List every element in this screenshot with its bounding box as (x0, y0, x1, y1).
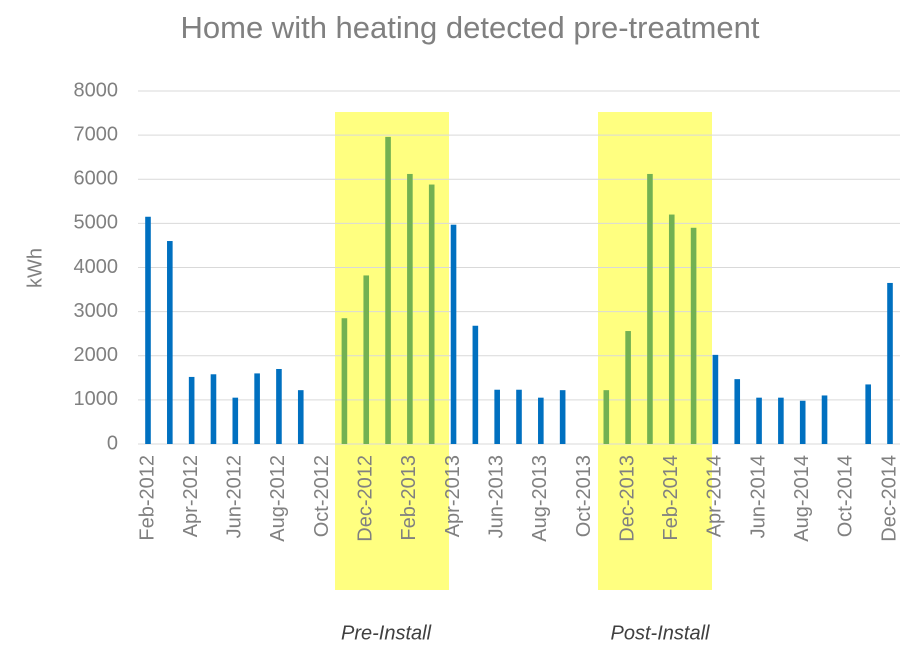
bar (647, 173, 653, 444)
y-tick-label: 5000 (74, 212, 119, 234)
x-tick-label: Aug-2013 (529, 455, 551, 542)
x-tick-label: Aug-2012 (267, 455, 289, 542)
bar (254, 373, 260, 444)
bar (690, 227, 697, 444)
bar (668, 214, 675, 444)
x-tick-label: Oct-2012 (311, 455, 333, 537)
bar (167, 241, 173, 444)
bar (341, 318, 348, 444)
x-tick-label: Apr-2013 (442, 455, 464, 537)
bar (145, 216, 151, 444)
bar (799, 400, 806, 444)
x-tick-label: Apr-2014 (704, 455, 726, 537)
bar (472, 325, 479, 444)
x-tick-label: Jun-2013 (485, 455, 507, 538)
bar (450, 224, 457, 444)
x-tick-label: Dec-2014 (878, 455, 900, 542)
x-tick-label: Feb-2013 (398, 455, 420, 541)
x-tick-label: Jun-2014 (747, 455, 769, 538)
bar (756, 397, 762, 444)
bar (297, 390, 304, 444)
bar (887, 282, 893, 444)
x-tick-label: Dec-2013 (616, 455, 638, 542)
y-tick-label: 3000 (74, 300, 119, 322)
bar (865, 384, 871, 444)
y-tick-label: 0 (107, 432, 118, 454)
bar (712, 354, 719, 444)
y-axis-label: kWh (24, 248, 46, 288)
x-tick-label: Oct-2013 (573, 455, 595, 537)
y-tick-label: 8000 (74, 79, 119, 101)
bar (276, 368, 282, 444)
y-tick-label: 7000 (74, 123, 119, 145)
annotation: Pre-Install (341, 622, 432, 644)
x-tick-label: Aug-2014 (791, 455, 813, 542)
bar (210, 374, 217, 444)
bar (232, 397, 239, 444)
chart-title: Home with heating detected pre-treatment (181, 10, 760, 45)
bar (778, 397, 784, 444)
x-tick-label: Jun-2012 (224, 455, 246, 538)
bar (385, 136, 391, 444)
y-tick-label: 1000 (74, 388, 119, 410)
x-tick-label: Feb-2014 (660, 455, 682, 541)
bar (538, 397, 544, 444)
x-tick-label: Feb-2012 (136, 455, 158, 541)
x-tick-label: Apr-2012 (180, 455, 202, 537)
bar (625, 331, 631, 444)
y-tick-label: 2000 (74, 344, 119, 366)
bar (428, 184, 435, 445)
x-tick-label: Dec-2012 (355, 455, 377, 542)
bar (516, 389, 522, 444)
y-tick-label: 6000 (74, 168, 119, 190)
bar (603, 390, 610, 444)
bar (821, 395, 828, 444)
bar (734, 379, 741, 444)
bar (494, 389, 500, 444)
bar (407, 173, 413, 444)
bar (559, 390, 566, 444)
bar (363, 275, 370, 444)
bar (188, 376, 195, 444)
x-tick-label: Oct-2014 (835, 455, 857, 537)
y-tick-label: 4000 (74, 256, 119, 278)
annotation: Post-Install (611, 622, 710, 644)
